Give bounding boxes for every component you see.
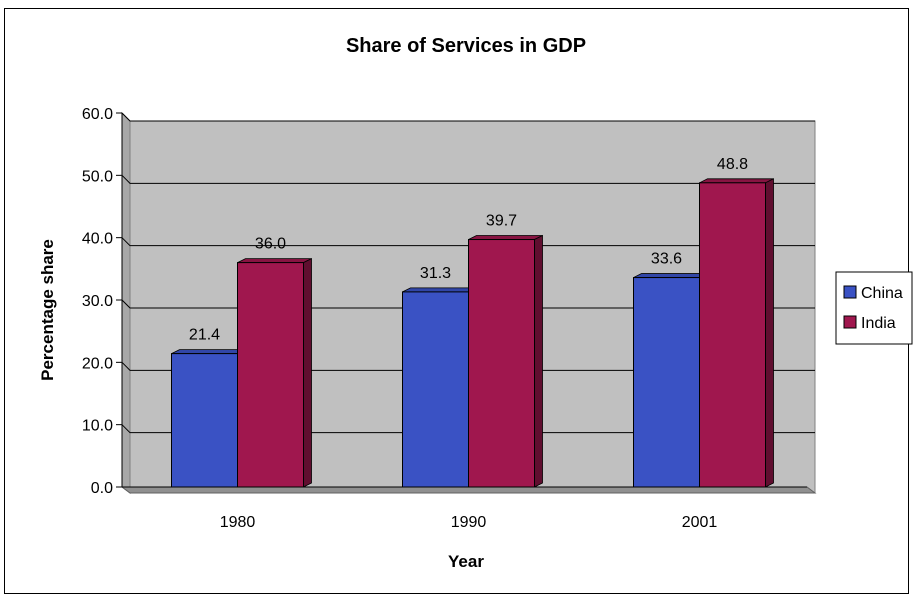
gridline — [121, 174, 815, 184]
bar-india-2001 — [699, 178, 774, 488]
y-tick-label: 30.0 — [82, 293, 113, 310]
bar-front — [468, 239, 535, 488]
y-tick-label: 20.0 — [82, 355, 113, 372]
data-label-india-1990: 39.7 — [486, 213, 517, 230]
bar-china-1990 — [402, 287, 477, 488]
bar-top — [699, 178, 774, 184]
x-axis-ticks: 1980 1990 2001 — [220, 514, 718, 531]
legend-label-india: India — [861, 315, 896, 332]
bar-top — [468, 235, 543, 240]
bar-side — [534, 234, 543, 488]
bar-top — [171, 349, 246, 355]
legend-box — [835, 271, 913, 345]
data-label-china-1990: 31.3 — [420, 265, 451, 282]
legend-swatch-india — [843, 315, 857, 329]
data-label-india-2001: 48.8 — [717, 156, 748, 173]
chart-title: Share of Services in GDP — [346, 35, 586, 57]
data-label-china-2001: 33.6 — [651, 251, 682, 268]
bar-front — [699, 182, 766, 488]
bar-front — [171, 353, 238, 488]
plot-floor — [120, 486, 817, 494]
x-tick-label-1990: 1990 — [451, 514, 487, 531]
bar-india-1980 — [237, 257, 312, 488]
data-labels: 21.4 36.0 31.3 39.7 33.6 48.8 — [189, 156, 748, 344]
y-tick-label: 60.0 — [82, 106, 113, 123]
x-tick-label-2001: 2001 — [682, 514, 718, 531]
bar-side — [765, 178, 774, 488]
bars — [171, 178, 774, 488]
gridline — [121, 361, 815, 371]
gridline — [121, 424, 815, 434]
y-tick-label: 50.0 — [82, 168, 113, 185]
gridline — [121, 237, 815, 247]
bar-india-1990 — [468, 234, 543, 488]
data-label-china-1980: 21.4 — [189, 327, 220, 344]
x-axis-title: Year — [448, 552, 484, 571]
legend: China India — [835, 271, 913, 345]
y-tick-label: 40.0 — [82, 231, 113, 248]
data-label-india-1980: 36.0 — [255, 236, 286, 253]
bar-front — [237, 262, 304, 488]
y-axis-title: Percentage share — [38, 239, 57, 381]
y-axis-ticks: 0.0 10.0 20.0 30.0 40.0 50.0 60.0 — [82, 106, 122, 497]
gridline — [121, 112, 815, 122]
bar-front — [402, 291, 469, 488]
x-tick-label-1980: 1980 — [220, 514, 256, 531]
bar-top — [633, 273, 708, 278]
bar-china-2001 — [633, 272, 708, 488]
legend-label-china: China — [861, 285, 903, 302]
legend-swatch-china — [843, 285, 857, 299]
gridline — [121, 299, 815, 309]
y-tick-label: 10.0 — [82, 418, 113, 435]
bar-front — [633, 277, 700, 488]
bar-top — [402, 287, 477, 293]
bar-side — [303, 257, 312, 488]
bar-china-1980 — [171, 348, 246, 488]
y-tick-label: 0.0 — [91, 480, 113, 497]
plot-side-wall — [121, 111, 131, 494]
bar-top — [237, 258, 312, 264]
